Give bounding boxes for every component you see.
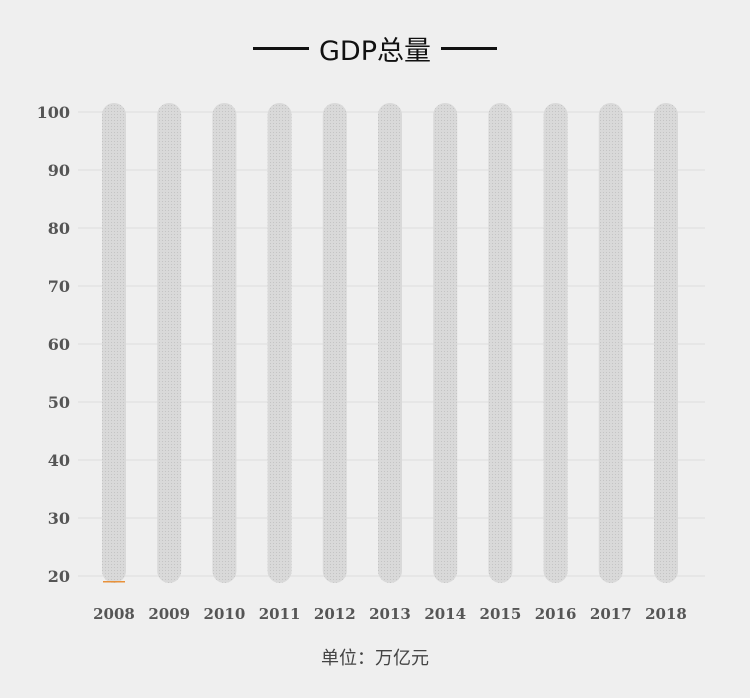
x-tick-label-2012: 2012 [314,605,356,623]
bar-track-2014 [433,103,458,583]
y-tick-label-30: 30 [48,509,70,528]
y-tick-label-100: 100 [37,103,70,122]
x-tick-label-2016: 2016 [535,605,577,623]
chart-title: GDP总量 [319,35,431,67]
x-tick-label-2011: 2011 [259,605,301,623]
y-tick-label-50: 50 [48,393,70,412]
bar-value-2008 [103,581,125,583]
chart-title-bar: GDP总量 [0,26,750,70]
x-tick-label-2017: 2017 [590,605,632,623]
x-tick-label-2008: 2008 [93,605,135,623]
y-tick-label-90: 90 [48,161,70,180]
x-tick-label-2009: 2009 [148,605,190,623]
x-tick-label-2014: 2014 [424,605,466,623]
y-tick-label-20: 20 [48,567,70,586]
bar-track-2016 [543,103,568,583]
unit-label: 单位：万亿元 [321,648,429,669]
bar-track-2012 [322,103,347,583]
y-tick-label-70: 70 [48,277,70,296]
bar-track-2010 [212,103,237,583]
bar-track-2009 [157,103,182,583]
y-tick-label-80: 80 [48,219,70,238]
title-left-rule [253,46,309,50]
x-tick-label-2015: 2015 [480,605,522,623]
x-tick-label-2013: 2013 [369,605,411,623]
y-tick-label-40: 40 [48,451,70,470]
x-tick-label-2018: 2018 [645,605,687,623]
bar-track-2011 [267,103,292,583]
title-right-rule [441,46,497,50]
bar-track-2017 [598,103,623,583]
bar-track-2013 [378,103,402,583]
bar-track-2015 [488,103,513,583]
y-tick-label-60: 60 [48,335,70,354]
bar-track-2008 [102,103,126,583]
x-tick-label-2010: 2010 [204,605,246,623]
bar-track-2018 [654,103,678,583]
